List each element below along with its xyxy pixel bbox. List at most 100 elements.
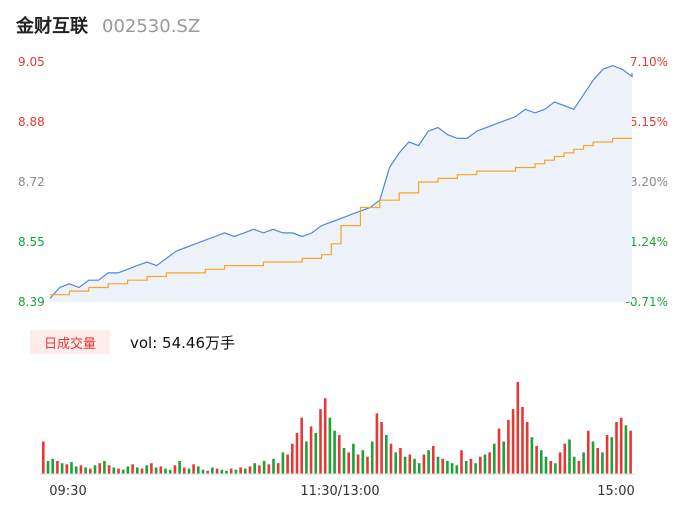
volume-bar: [267, 464, 271, 474]
volume-bar: [596, 448, 599, 474]
volume-bar: [422, 454, 426, 474]
x-tick-label: 15:00: [597, 484, 634, 499]
x-tick-label: 09:30: [49, 484, 86, 499]
volume-bar: [511, 409, 515, 474]
volume-bar: [154, 467, 158, 474]
volume-bar: [211, 467, 214, 474]
volume-bar: [244, 468, 247, 474]
y-tick-left: 8.39: [18, 295, 45, 309]
stock-name: 金财互联: [16, 16, 88, 37]
volume-bar: [150, 463, 153, 474]
y-tick-right: 7.10%: [630, 55, 668, 69]
volume-bar: [441, 458, 444, 474]
volume-bar: [572, 456, 576, 474]
volume-bar: [84, 467, 87, 474]
volume-bar: [225, 470, 228, 474]
volume-bar: [601, 452, 604, 474]
volume-bar: [164, 468, 167, 474]
volume-bar: [497, 428, 501, 474]
volume-bar: [305, 441, 308, 474]
volume-bar: [126, 466, 130, 474]
y-tick-right: 5.15%: [630, 115, 668, 129]
volume-bar: [309, 426, 313, 474]
volume-bar: [464, 461, 468, 474]
volume-bar: [131, 464, 134, 474]
volume-bar: [121, 469, 125, 474]
volume-bar: [56, 461, 59, 474]
volume-bar: [408, 454, 412, 474]
volume-bar: [272, 458, 275, 474]
volume-bar: [502, 441, 505, 474]
volume-bar: [46, 461, 50, 474]
volume-bar: [361, 450, 365, 474]
volume-bar: [229, 468, 233, 474]
volume-bar: [333, 430, 336, 474]
volume-bar: [413, 458, 416, 474]
volume-bar: [582, 452, 585, 474]
volume-bar: [460, 450, 463, 474]
volume-bar: [291, 443, 294, 474]
volume-bar: [615, 422, 618, 474]
y-tick-right: -0.71%: [626, 295, 668, 309]
volume-bar: [624, 425, 628, 474]
volume-bar: [107, 465, 111, 474]
volume-bar: [262, 461, 266, 474]
y-tick-left: 8.72: [18, 175, 45, 189]
y-tick-right: 3.20%: [630, 175, 668, 189]
volume-bar: [286, 454, 289, 474]
volume-bar: [281, 452, 285, 474]
volume-bar: [403, 456, 407, 474]
volume-bar: [70, 462, 73, 474]
volume-bar: [103, 461, 106, 474]
volume-bar: [563, 443, 567, 474]
volume-bar: [507, 419, 510, 474]
volume-bar: [554, 463, 557, 474]
volume-bar: [544, 456, 548, 474]
volume-bar: [338, 435, 341, 474]
volume-bar: [74, 466, 78, 474]
volume-bar: [65, 464, 69, 474]
volume-bar: [112, 467, 116, 474]
volume-bar: [432, 445, 435, 474]
y-tick-left: 8.88: [18, 115, 45, 129]
volume-bar: [140, 468, 144, 474]
volume-bar: [375, 413, 379, 474]
volume-bar: [352, 443, 355, 474]
volume-bar: [60, 463, 64, 474]
y-tick-left: 9.05: [18, 55, 45, 69]
volume-bar: [558, 452, 562, 474]
volume-bar: [136, 467, 139, 474]
volume-bar: [187, 468, 191, 474]
volume-bar: [530, 437, 534, 474]
volume-bar: [366, 456, 369, 474]
volume-bar: [356, 454, 360, 474]
volume-bar: [258, 465, 261, 474]
price-area-fill: [50, 65, 632, 302]
volume-bar: [159, 466, 163, 474]
volume-bar: [525, 422, 529, 474]
volume-badge: 日成交量: [30, 330, 110, 354]
volume-bar: [535, 445, 538, 474]
volume-bar: [389, 443, 393, 474]
volume-bar: [178, 461, 181, 474]
volume-bar: [93, 465, 97, 474]
stock-header: 金财互联 002530.SZ: [16, 12, 200, 40]
volume-bar: [117, 468, 120, 474]
volume-bar: [385, 435, 388, 474]
volume-bar: [51, 458, 54, 474]
stock-code: 002530.SZ: [102, 16, 201, 37]
volume-bar: [239, 467, 242, 474]
volume-bar: [206, 470, 209, 474]
volume-bar: [493, 443, 496, 474]
volume-bar: [234, 469, 238, 474]
volume-bar: [469, 458, 473, 474]
volume-bar: [479, 456, 482, 474]
volume-bar: [89, 468, 92, 474]
volume-bar: [474, 463, 477, 474]
volume-bar: [394, 452, 397, 474]
volume-bar: [183, 467, 186, 474]
volume-bar: [314, 432, 318, 474]
volume-bar: [197, 466, 200, 474]
volume-bar: [436, 456, 440, 474]
